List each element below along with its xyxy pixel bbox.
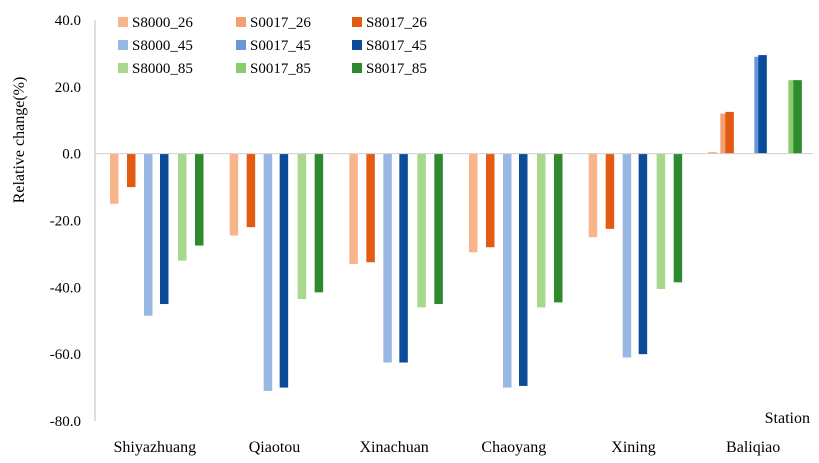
legend-swatch-S0017_45 [236, 40, 246, 50]
legend-label-S8000_85: S8000_85 [132, 61, 193, 77]
legend-swatch-S0017_85 [236, 63, 246, 73]
bar-S8017_85-Qiaotou [315, 154, 324, 293]
y-axis-title: Relative change(%) [11, 77, 28, 204]
y-tick-labels: 40.0 20.0 0.0 -20.0 -40.0 -60.0 -80.0 [50, 13, 81, 430]
bar-S8017_26-Qiaotou [247, 154, 256, 228]
legend-swatch-S8017_85 [352, 63, 362, 73]
bar-S8000_26-Chaoyang [469, 154, 478, 253]
bar-S8000_26-Xining [589, 154, 598, 238]
legend-swatch-S8017_45 [352, 40, 362, 50]
y-tick-label: -80.0 [50, 414, 81, 430]
bar-S8000_45-Xining [623, 154, 632, 358]
bar-S8000_85-Shiyazhuang [178, 154, 187, 261]
legend-swatch-S0017_26 [236, 17, 246, 27]
x-category-label: Qiaotou [249, 439, 301, 456]
x-category-labels: Shiyazhuang Qiaotou Xinachuan Chaoyang Xinin… [114, 439, 781, 456]
legend-label-S0017_45: S0017_45 [250, 38, 311, 54]
y-tick-label: 20.0 [55, 80, 81, 96]
bar-S8017_85-Xinachuan [434, 154, 443, 304]
bar-S8000_45-Qiaotou [264, 154, 273, 391]
legend-label-S8000_26: S8000_26 [132, 15, 193, 31]
legend-swatch-S8000_45 [118, 40, 128, 50]
bar-S8017_45-Shiyazhuang [160, 154, 169, 304]
x-axis-title: Station [765, 410, 810, 427]
bar-S8017_85-Chaoyang [554, 154, 563, 303]
legend-swatch-S8017_26 [352, 17, 362, 27]
bar-S8000_85-Qiaotou [298, 154, 307, 299]
legend-swatch-S8000_26 [118, 17, 128, 27]
bar-S8000_85-Chaoyang [537, 154, 546, 308]
bar-S8017_85-Xining [674, 154, 683, 283]
legend: S8000_26 S0017_26 S8017_26 S8000_45 S0017_45… [118, 15, 427, 77]
bar-S8000_26-Xinachuan [349, 154, 358, 264]
x-category-label: Baliqiao [726, 439, 780, 456]
bar-S8000_45-Shiyazhuang [144, 154, 153, 316]
y-tick-label: -40.0 [50, 280, 81, 296]
bar-S8000_45-Xinachuan [383, 154, 392, 363]
bar-S8017_45-Chaoyang [519, 154, 528, 386]
bar-S8000_26-Qiaotou [230, 154, 239, 236]
bar-S8000_85-Xining [657, 154, 666, 289]
x-category-label: Xinachuan [360, 439, 429, 456]
y-tick-label: 40.0 [55, 13, 81, 29]
y-tick-label: 0.0 [62, 147, 81, 163]
bar-S8000_26-Shiyazhuang [110, 154, 119, 204]
y-tick-label: -20.0 [50, 214, 81, 230]
bar-S8017_45-Qiaotou [280, 154, 289, 388]
bar-S8017_85-Baliqiao [793, 80, 802, 154]
bar-S8000_45-Chaoyang [503, 154, 512, 388]
bar-S8000_85-Xinachuan [417, 154, 426, 308]
bar-S8017_26-Baliqiao [725, 112, 734, 154]
x-category-label: Chaoyang [481, 439, 546, 456]
y-tick-label: -60.0 [50, 347, 81, 363]
legend-swatch-S8000_85 [118, 63, 128, 73]
bar-S8017_45-Xinachuan [399, 154, 408, 363]
x-category-label: Shiyazhuang [114, 439, 197, 456]
bar-S8017_45-Xining [639, 154, 648, 355]
legend-label-S8017_45: S8017_45 [366, 38, 427, 54]
bar-S8017_26-Xining [606, 154, 615, 229]
bar-S8017_26-Shiyazhuang [127, 154, 136, 187]
bar-S8017_45-Baliqiao [758, 55, 767, 154]
legend-label-S8017_85: S8017_85 [366, 61, 427, 77]
legend-label-S8017_26: S8017_26 [366, 15, 427, 31]
legend-label-S8000_45: S8000_45 [132, 38, 193, 54]
x-category-label: Xining [611, 439, 655, 456]
bars-layer [110, 55, 802, 391]
bar-S8017_26-Chaoyang [486, 154, 495, 248]
bar-S8017_85-Shiyazhuang [195, 154, 204, 246]
legend-label-S0017_26: S0017_26 [250, 15, 311, 31]
legend-label-S0017_85: S0017_85 [250, 61, 311, 77]
bar-S8017_26-Xinachuan [366, 154, 375, 263]
